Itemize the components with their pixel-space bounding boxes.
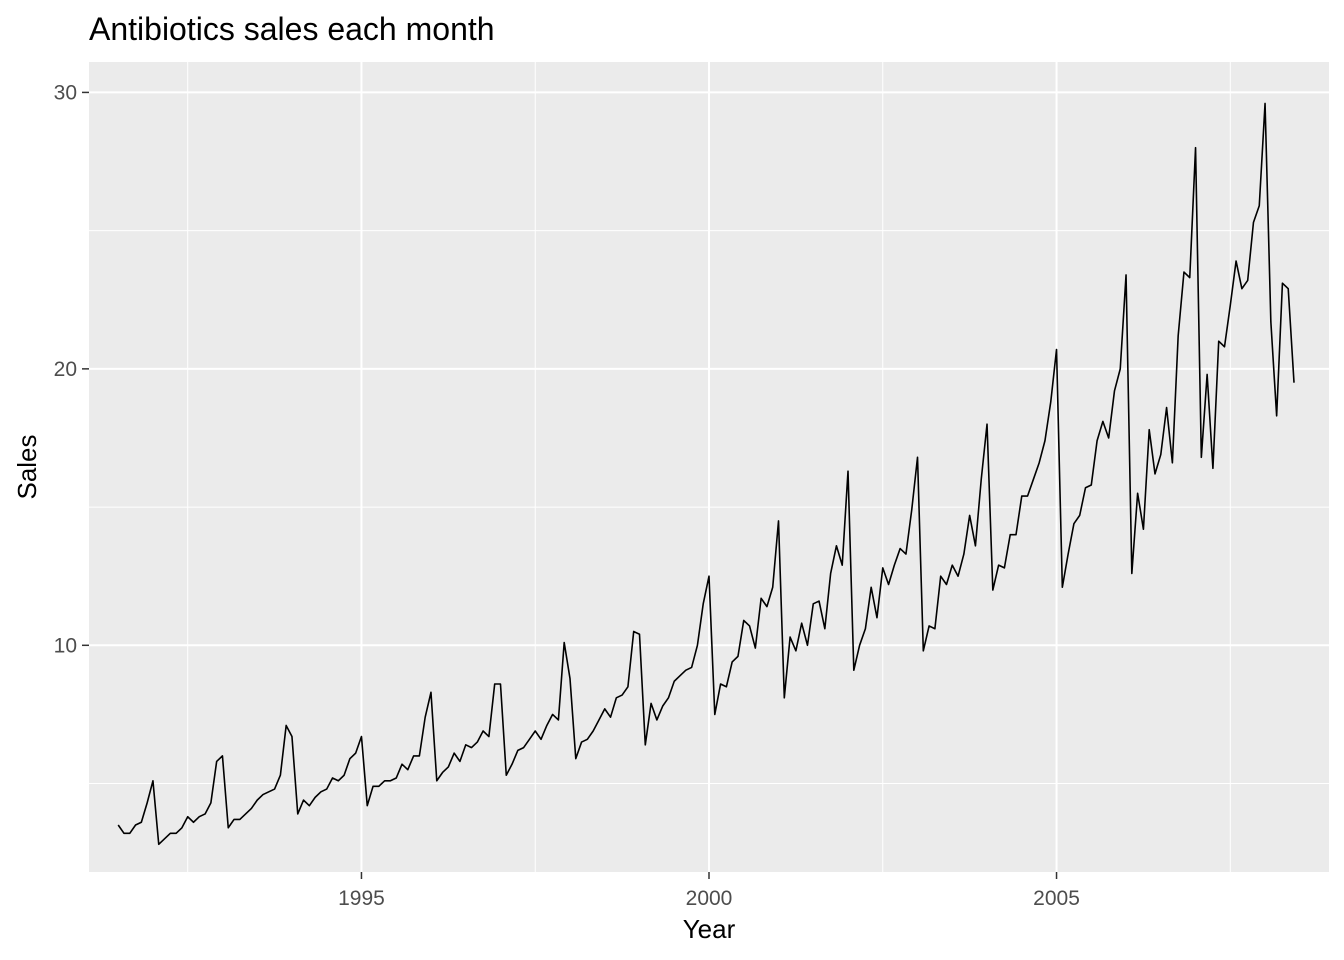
x-tick-label: 1995 (338, 887, 385, 910)
y-tick-label: 10 (54, 634, 77, 657)
x-tick-label: 2005 (1033, 887, 1080, 910)
x-axis-title: Year (683, 914, 736, 944)
x-tick-label: 2000 (686, 887, 733, 910)
y-tick-label: 20 (54, 358, 77, 381)
x-axis-ticks: 1995 2000 2005 (338, 872, 1080, 910)
y-axis-title: Sales (12, 434, 42, 499)
y-tick-label: 30 (54, 81, 77, 104)
y-axis-ticks: 10 20 30 (54, 81, 89, 657)
sales-line (117, 102, 1295, 846)
grid-major (89, 62, 1329, 872)
chart-title: Antibiotics sales each month (89, 11, 495, 47)
